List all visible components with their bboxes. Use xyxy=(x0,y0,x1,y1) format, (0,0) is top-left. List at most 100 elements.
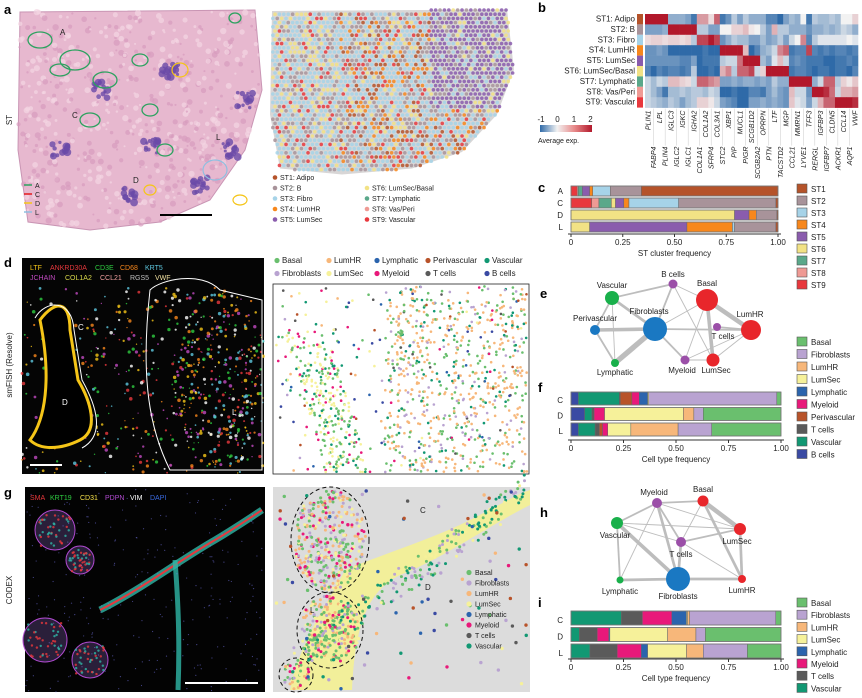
tissue-texture xyxy=(52,93,57,98)
cell-dot xyxy=(407,356,411,360)
st-spot xyxy=(330,20,335,25)
tissue-texture xyxy=(65,53,70,58)
transcript-spot xyxy=(208,354,213,359)
st-spot xyxy=(286,96,291,100)
cell-dot xyxy=(465,310,468,314)
st-spot xyxy=(290,113,295,117)
cell-dot xyxy=(391,434,394,438)
cell-dot xyxy=(462,358,465,362)
st-spot xyxy=(376,83,381,88)
cell-dot xyxy=(304,374,308,378)
cell-dot xyxy=(339,392,342,396)
st-spot xyxy=(359,33,363,37)
st-spot xyxy=(389,159,394,163)
transcript-spot xyxy=(218,375,221,378)
gland-nuclei xyxy=(190,178,196,185)
cell-dot xyxy=(421,377,424,380)
cell-dot xyxy=(315,343,319,346)
dapi-speck xyxy=(133,635,135,637)
cell-dot xyxy=(341,409,345,412)
tissue-texture xyxy=(23,194,30,200)
transcript-spot xyxy=(90,364,93,367)
tissue-texture xyxy=(162,29,165,32)
st-spot xyxy=(442,125,447,130)
transcript-spot xyxy=(127,350,131,354)
st-spot xyxy=(418,88,423,92)
cell-dot xyxy=(331,439,335,443)
st-spot xyxy=(462,62,467,67)
transcript-spot xyxy=(114,367,116,369)
st-spot xyxy=(416,75,420,79)
cell-dot xyxy=(303,364,307,367)
st-spot xyxy=(363,58,368,63)
transcript-spot xyxy=(128,319,132,323)
st-spot xyxy=(411,50,416,54)
st-spot xyxy=(356,138,361,142)
tissue-texture xyxy=(101,189,104,192)
transcript-spot xyxy=(26,336,29,339)
transcript-spot xyxy=(137,452,139,455)
cell-dot xyxy=(328,461,331,464)
tissue-texture xyxy=(45,204,51,211)
st-spot xyxy=(345,75,350,79)
tissue-texture xyxy=(133,151,138,155)
st-spot xyxy=(449,54,453,58)
st-spot xyxy=(429,142,434,147)
st-spot xyxy=(295,121,299,126)
cell-dot xyxy=(332,465,336,469)
st-spot xyxy=(383,62,387,67)
st-spot xyxy=(405,37,409,42)
st-spot xyxy=(345,109,350,113)
st-spot xyxy=(273,104,277,109)
st-spot xyxy=(455,117,460,121)
cell-dot xyxy=(447,299,450,302)
tissue-texture xyxy=(133,76,139,82)
st-spot xyxy=(418,138,423,142)
cell-dot xyxy=(324,367,327,370)
st-spot xyxy=(356,54,361,58)
st-spot xyxy=(367,134,372,138)
tissue-texture xyxy=(35,213,41,219)
tissue-texture xyxy=(109,51,115,57)
st-spot xyxy=(337,117,341,121)
st-spot xyxy=(343,79,348,84)
cell-dot xyxy=(339,427,343,431)
dapi-speck xyxy=(63,657,65,659)
transcript-spot xyxy=(217,399,222,403)
st-spot xyxy=(308,155,313,159)
st-spot xyxy=(405,62,409,67)
st-spot xyxy=(370,20,374,25)
st-spot xyxy=(480,71,484,75)
st-spot xyxy=(436,20,440,25)
transcript-spot xyxy=(210,378,213,380)
st-spot xyxy=(301,134,306,138)
cell-dot xyxy=(374,410,378,413)
tissue-texture xyxy=(156,120,163,127)
tissue-texture xyxy=(43,190,47,194)
tissue-texture xyxy=(20,181,27,187)
st-spot xyxy=(304,96,308,100)
st-spot xyxy=(356,12,361,16)
transcript-spot xyxy=(195,431,198,434)
transcript-spot xyxy=(75,300,78,302)
cell-dot xyxy=(440,289,444,293)
cell-dot xyxy=(319,378,323,382)
st-spot xyxy=(350,33,354,37)
st-spot xyxy=(385,142,390,147)
st-spot xyxy=(277,104,282,109)
st-spot xyxy=(433,109,438,113)
st-spot xyxy=(392,130,396,134)
st-spot xyxy=(275,142,280,147)
st-spot xyxy=(339,113,343,117)
transcript-spot xyxy=(238,350,241,353)
st-spot xyxy=(374,121,379,126)
st-spot xyxy=(418,29,423,33)
cell-dot xyxy=(296,332,300,336)
st-spot xyxy=(497,96,502,100)
st-spot xyxy=(405,12,409,16)
cell-dot xyxy=(309,351,312,355)
cell-signal xyxy=(50,532,53,535)
st-spot xyxy=(469,125,473,130)
transcript-spot xyxy=(214,378,218,381)
cell-signal xyxy=(40,518,44,521)
